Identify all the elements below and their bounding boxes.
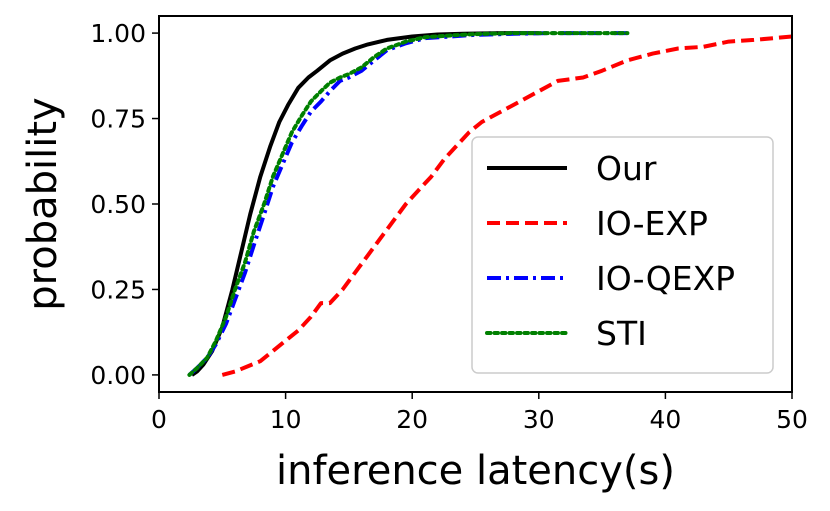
x-tick-label: 10 xyxy=(270,405,302,434)
axes-layer: 0 10 20 30 40 50 0.00 0.25 0.50 0.75 1.00 xyxy=(90,19,808,434)
legend-label: STI xyxy=(596,314,647,353)
legend-label: Our xyxy=(596,149,657,188)
x-tick-label: 40 xyxy=(649,405,681,434)
legend: Our IO-EXP IO-QEXP STI xyxy=(471,136,774,374)
y-tick-label: 0.00 xyxy=(90,361,146,390)
legend-box xyxy=(471,136,774,374)
x-tick-label: 0 xyxy=(151,405,167,434)
y-axis-label: probability xyxy=(20,97,66,310)
y-tick-label: 0.25 xyxy=(90,275,146,304)
y-tick-label: 0.75 xyxy=(90,105,146,134)
series-layer xyxy=(187,31,793,377)
x-axis-label: inference latency(s) xyxy=(276,448,675,494)
x-tick-label: 20 xyxy=(396,405,428,434)
series-line-io-exp xyxy=(221,34,793,377)
legend-label: IO-EXP xyxy=(596,204,708,243)
series-line-sti xyxy=(187,31,630,377)
y-tick-label: 0.50 xyxy=(90,190,146,219)
x-tick-label: 50 xyxy=(776,405,808,434)
x-tick-label: 30 xyxy=(523,405,555,434)
y-tick-label: 1.00 xyxy=(90,19,146,48)
legend-label: IO-QEXP xyxy=(596,259,735,298)
